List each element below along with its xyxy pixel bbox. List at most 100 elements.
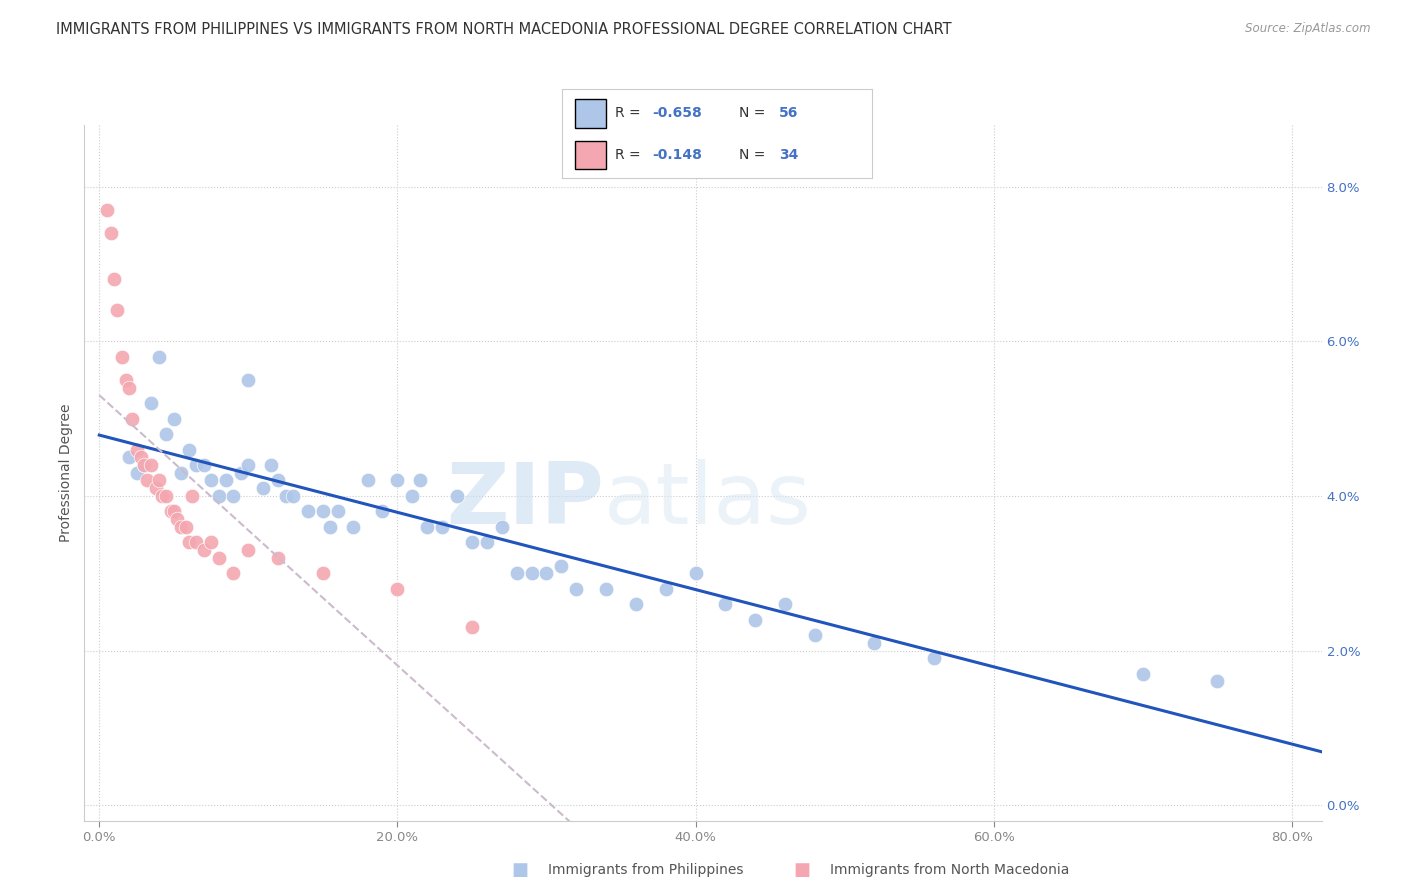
Point <box>200 474 222 488</box>
Point <box>773 597 796 611</box>
Point <box>207 550 229 565</box>
Point <box>685 566 707 581</box>
Point <box>297 504 319 518</box>
Point <box>118 381 141 395</box>
Point <box>163 504 186 518</box>
Point <box>319 520 342 534</box>
Point <box>148 350 170 364</box>
Point <box>174 520 197 534</box>
Point <box>922 651 945 665</box>
Point <box>207 489 229 503</box>
FancyBboxPatch shape <box>575 99 606 128</box>
Point <box>312 566 335 581</box>
Text: Source: ZipAtlas.com: Source: ZipAtlas.com <box>1246 22 1371 36</box>
Point <box>536 566 558 581</box>
Point <box>136 474 159 488</box>
Point <box>238 458 260 472</box>
Point <box>252 481 274 495</box>
Point <box>125 442 148 457</box>
Text: -0.148: -0.148 <box>652 148 702 162</box>
Point <box>166 512 188 526</box>
Point <box>103 272 125 286</box>
Text: atlas: atlas <box>605 459 813 542</box>
Point <box>387 582 409 596</box>
Point <box>446 489 468 503</box>
Point <box>267 474 290 488</box>
Point <box>491 520 513 534</box>
Point <box>267 550 290 565</box>
Point <box>863 636 886 650</box>
Text: 56: 56 <box>779 106 799 120</box>
Point <box>804 628 827 642</box>
Point <box>229 466 252 480</box>
Point <box>371 504 394 518</box>
Text: 34: 34 <box>779 148 799 162</box>
Point <box>475 535 498 549</box>
Point <box>416 520 439 534</box>
Text: R =: R = <box>614 106 645 120</box>
Point <box>115 373 138 387</box>
Text: -0.658: -0.658 <box>652 106 702 120</box>
Point <box>170 466 193 480</box>
Point <box>155 489 177 503</box>
Point <box>401 489 423 503</box>
Point <box>193 458 215 472</box>
Text: ■: ■ <box>512 861 529 879</box>
Point <box>714 597 737 611</box>
Point <box>145 481 167 495</box>
Point <box>193 543 215 558</box>
Point <box>177 535 200 549</box>
Point <box>550 558 572 573</box>
Point <box>624 597 647 611</box>
Point <box>132 458 155 472</box>
Point <box>180 489 202 503</box>
Point <box>461 535 484 549</box>
Point <box>170 520 193 534</box>
Point <box>387 474 409 488</box>
Point <box>260 458 283 472</box>
Point <box>274 489 297 503</box>
Point <box>155 427 177 442</box>
Text: N =: N = <box>738 148 769 162</box>
Point <box>118 450 141 465</box>
FancyBboxPatch shape <box>575 141 606 169</box>
Point <box>222 566 245 581</box>
Point <box>222 489 245 503</box>
Text: ■: ■ <box>793 861 810 879</box>
Point <box>1132 666 1154 681</box>
Text: Immigrants from Philippines: Immigrants from Philippines <box>548 863 744 877</box>
Point <box>430 520 453 534</box>
Point <box>121 411 143 425</box>
Point <box>159 504 181 518</box>
Point <box>744 613 766 627</box>
Point <box>200 535 222 549</box>
Text: IMMIGRANTS FROM PHILIPPINES VS IMMIGRANTS FROM NORTH MACEDONIA PROFESSIONAL DEGR: IMMIGRANTS FROM PHILIPPINES VS IMMIGRANT… <box>56 22 952 37</box>
Text: ZIP: ZIP <box>446 459 605 542</box>
Point <box>96 202 118 217</box>
Point <box>215 474 238 488</box>
Point <box>186 458 208 472</box>
Point <box>356 474 378 488</box>
Point <box>177 442 200 457</box>
Point <box>520 566 543 581</box>
Point <box>125 466 148 480</box>
Point <box>595 582 617 596</box>
Point <box>238 373 260 387</box>
Text: R =: R = <box>614 148 645 162</box>
Point <box>111 350 134 364</box>
Point <box>141 458 163 472</box>
Point <box>238 543 260 558</box>
Text: Immigrants from North Macedonia: Immigrants from North Macedonia <box>830 863 1069 877</box>
Point <box>505 566 527 581</box>
Y-axis label: Professional Degree: Professional Degree <box>59 403 73 542</box>
Point <box>150 489 173 503</box>
Point <box>654 582 676 596</box>
Point <box>326 504 349 518</box>
Point <box>186 535 208 549</box>
Point <box>132 458 155 472</box>
Point <box>129 450 152 465</box>
Text: N =: N = <box>738 106 769 120</box>
Point <box>105 303 128 318</box>
Point <box>312 504 335 518</box>
Point <box>148 474 170 488</box>
